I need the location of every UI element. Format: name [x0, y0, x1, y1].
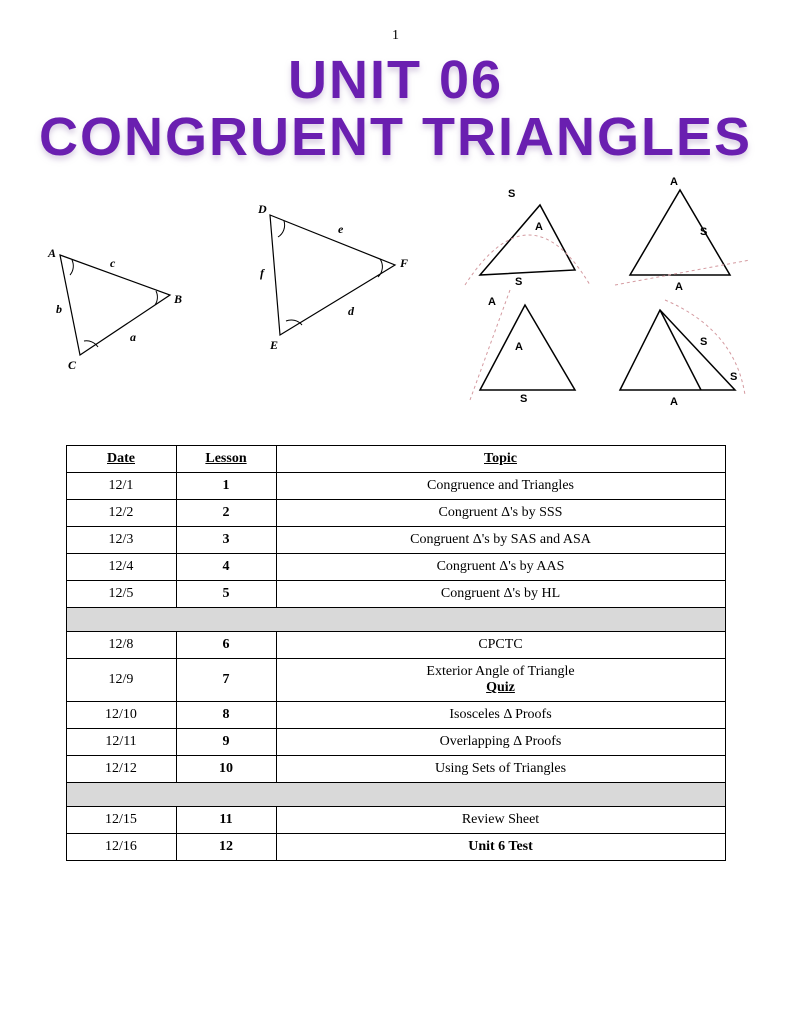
- table-row: 12/119Overlapping Δ Proofs: [66, 729, 725, 756]
- cell-topic: Congruent Δ's by AAS: [276, 554, 725, 581]
- table-row: 12/86CPCTC: [66, 632, 725, 659]
- cell-topic: Overlapping Δ Proofs: [276, 729, 725, 756]
- side-a: a: [130, 330, 136, 344]
- cell-date: 12/15: [66, 807, 176, 834]
- svg-text:S: S: [520, 393, 527, 405]
- cell-lesson: 7: [176, 659, 276, 702]
- triangle-diagrams: A B C c b a D E F e f d S A S A S: [0, 175, 791, 415]
- schedule-table: Date Lesson Topic 12/11Congruence and Tr…: [66, 445, 726, 861]
- cell-topic: Congruent Δ's by HL: [276, 581, 725, 608]
- title-line-2: CONGRUENT TRIANGLES: [0, 109, 791, 166]
- cell-topic: CPCTC: [276, 632, 725, 659]
- vertex-c: C: [68, 358, 77, 372]
- svg-text:A: A: [670, 176, 678, 188]
- side-f: f: [260, 266, 265, 280]
- unit-title: UNIT 06 CONGRUENT TRIANGLES: [0, 52, 791, 165]
- table-row: 12/44Congruent Δ's by AAS: [66, 554, 725, 581]
- svg-text:S: S: [700, 336, 707, 348]
- quiz-label: Quiz: [486, 680, 515, 695]
- table-row: 12/97Exterior Angle of TriangleQuiz: [66, 659, 725, 702]
- cell-lesson: 1: [176, 473, 276, 500]
- cell-topic: Congruent Δ's by SAS and ASA: [276, 527, 725, 554]
- table-row: 12/1210Using Sets of Triangles: [66, 756, 725, 783]
- vertex-a: A: [47, 246, 56, 260]
- cell-date: 12/10: [66, 702, 176, 729]
- table-row: 12/11Congruence and Triangles: [66, 473, 725, 500]
- cell-lesson: 10: [176, 756, 276, 783]
- header-date: Date: [66, 446, 176, 473]
- svg-text:A: A: [515, 341, 523, 353]
- title-line-1: UNIT 06: [0, 52, 791, 109]
- cell-lesson: 5: [176, 581, 276, 608]
- cell-lesson: 11: [176, 807, 276, 834]
- congruence-diagrams: S A S A S A A A S S S A: [460, 175, 770, 405]
- cell-date: 12/9: [66, 659, 176, 702]
- cell-lesson: 4: [176, 554, 276, 581]
- spacer-cell: [66, 608, 725, 632]
- cell-date: 12/8: [66, 632, 176, 659]
- cell-date: 12/5: [66, 581, 176, 608]
- cell-date: 12/4: [66, 554, 176, 581]
- cell-topic: Using Sets of Triangles: [276, 756, 725, 783]
- vertex-d: D: [257, 202, 267, 216]
- cell-date: 12/1: [66, 473, 176, 500]
- cell-topic: Review Sheet: [276, 807, 725, 834]
- table-row: [66, 783, 725, 807]
- svg-text:S: S: [515, 276, 522, 288]
- cell-lesson: 6: [176, 632, 276, 659]
- vertex-b: B: [173, 292, 182, 306]
- table-row: [66, 608, 725, 632]
- cell-lesson: 8: [176, 702, 276, 729]
- cell-topic: Exterior Angle of TriangleQuiz: [276, 659, 725, 702]
- cell-lesson: 2: [176, 500, 276, 527]
- triangle-def: D E F e f d: [210, 195, 420, 365]
- cell-topic: Isosceles Δ Proofs: [276, 702, 725, 729]
- svg-text:S: S: [700, 226, 707, 238]
- cell-topic: Unit 6 Test: [276, 834, 725, 861]
- table-row: 12/55Congruent Δ's by HL: [66, 581, 725, 608]
- cell-date: 12/16: [66, 834, 176, 861]
- table-row: 12/108Isosceles Δ Proofs: [66, 702, 725, 729]
- side-c: c: [110, 256, 116, 270]
- cell-lesson: 12: [176, 834, 276, 861]
- cell-lesson: 9: [176, 729, 276, 756]
- cell-date: 12/2: [66, 500, 176, 527]
- svg-text:A: A: [675, 281, 683, 293]
- svg-text:S: S: [730, 371, 737, 383]
- cell-date: 12/12: [66, 756, 176, 783]
- side-e: e: [338, 222, 344, 236]
- cell-topic: Congruence and Triangles: [276, 473, 725, 500]
- svg-text:A: A: [535, 221, 543, 233]
- vertex-f: F: [399, 256, 408, 270]
- vertex-e: E: [269, 338, 278, 352]
- header-lesson: Lesson: [176, 446, 276, 473]
- table-row: 12/1511Review Sheet: [66, 807, 725, 834]
- svg-text:A: A: [488, 296, 496, 308]
- cell-lesson: 3: [176, 527, 276, 554]
- triangle-abc: A B C c b a: [40, 225, 220, 375]
- spacer-cell: [66, 783, 725, 807]
- table-header-row: Date Lesson Topic: [66, 446, 725, 473]
- side-b: b: [56, 302, 62, 316]
- svg-text:S: S: [508, 188, 515, 200]
- svg-text:A: A: [670, 396, 678, 405]
- side-d: d: [348, 304, 355, 318]
- table-row: 12/1612Unit 6 Test: [66, 834, 725, 861]
- page-number: 1: [0, 0, 791, 44]
- table-row: 12/33Congruent Δ's by SAS and ASA: [66, 527, 725, 554]
- header-topic: Topic: [276, 446, 725, 473]
- cell-topic: Congruent Δ's by SSS: [276, 500, 725, 527]
- cell-date: 12/11: [66, 729, 176, 756]
- table-row: 12/22Congruent Δ's by SSS: [66, 500, 725, 527]
- cell-date: 12/3: [66, 527, 176, 554]
